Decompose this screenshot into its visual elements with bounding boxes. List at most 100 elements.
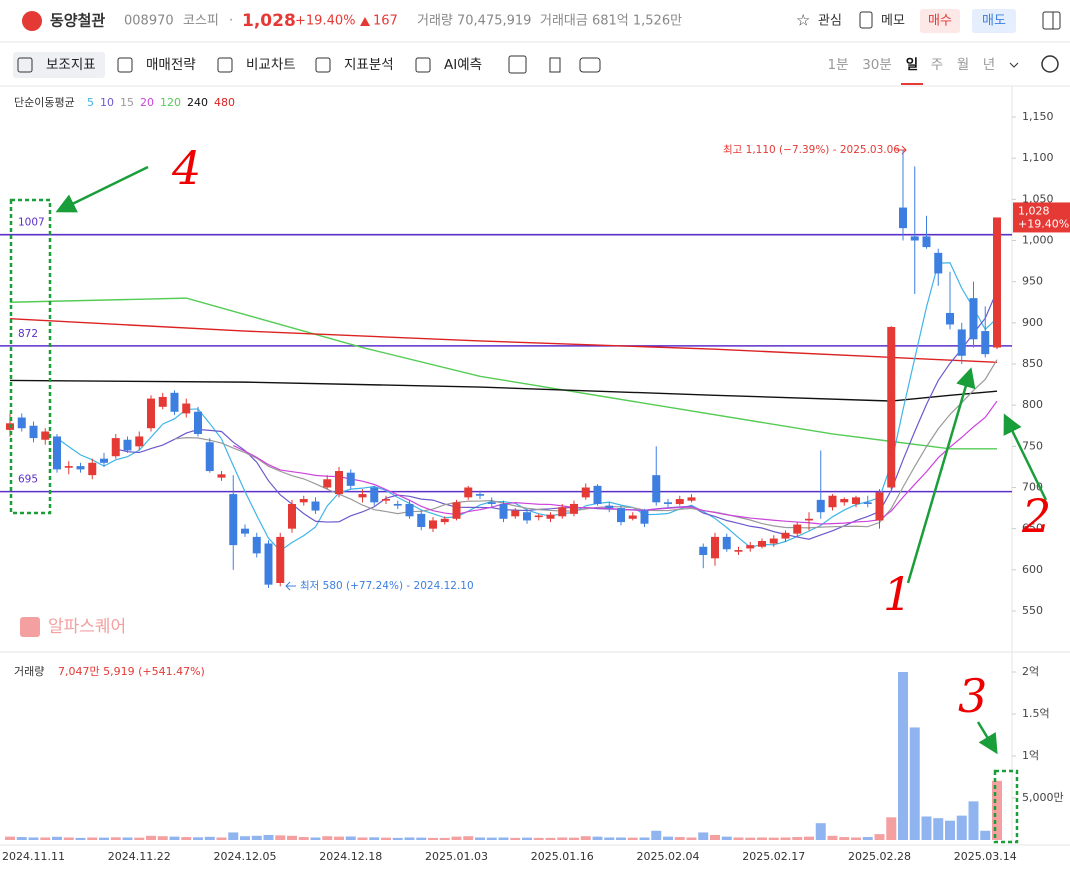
volume-bar bbox=[522, 837, 532, 840]
candle-icon[interactable] bbox=[549, 57, 561, 73]
buy[interactable]: 매수 bbox=[928, 14, 952, 29]
candle-body bbox=[182, 403, 191, 414]
x-tick-label: 2025.02.04 bbox=[637, 850, 700, 863]
candle-body bbox=[840, 499, 849, 503]
candle-body bbox=[417, 513, 426, 528]
volume-bar bbox=[945, 820, 955, 840]
y-tick-label: 1,150 bbox=[1022, 110, 1054, 123]
hand-note: 4 bbox=[171, 141, 201, 195]
sell-button[interactable] bbox=[972, 9, 1016, 33]
volume-bar bbox=[334, 836, 344, 840]
volume-bar bbox=[992, 780, 1002, 840]
active-tool bbox=[13, 52, 105, 78]
volume-bar bbox=[99, 837, 109, 840]
price: 1,028 bbox=[242, 11, 296, 31]
candle-body bbox=[264, 543, 273, 585]
candle-body bbox=[946, 312, 954, 325]
candle-body bbox=[452, 502, 461, 519]
candle-body bbox=[276, 536, 285, 584]
candle-body bbox=[147, 398, 155, 429]
period[interactable]: 일 bbox=[906, 57, 918, 73]
chevron[interactable] bbox=[1009, 62, 1019, 68]
volume-bar bbox=[310, 837, 321, 840]
volume-bar bbox=[768, 837, 779, 840]
candle-body bbox=[429, 520, 437, 529]
candle-body bbox=[358, 494, 367, 498]
volume-bar bbox=[698, 832, 709, 840]
x-tick-label: 2024.12.05 bbox=[214, 850, 277, 863]
volume-bar bbox=[980, 830, 991, 840]
tool-icon[interactable] bbox=[217, 57, 233, 73]
settings-icon[interactable] bbox=[1041, 55, 1059, 73]
tool[interactable]: 지표분석 bbox=[344, 57, 394, 73]
candle-body bbox=[664, 502, 672, 504]
volume-bar bbox=[968, 801, 979, 840]
volume-bar bbox=[240, 836, 250, 840]
watch[interactable]: 관심 bbox=[818, 14, 842, 29]
period[interactable]: 월 bbox=[957, 57, 969, 73]
candle-body bbox=[570, 503, 578, 514]
candle-body bbox=[605, 505, 614, 509]
ma-line bbox=[9, 379, 998, 402]
box-icon[interactable] bbox=[508, 55, 527, 74]
sell[interactable]: 매도 bbox=[982, 14, 1006, 29]
y-tick-label: 1,100 bbox=[1022, 151, 1054, 164]
camera-icon[interactable] bbox=[579, 57, 601, 73]
level-label: 872 bbox=[18, 328, 38, 340]
period[interactable]: 30분 bbox=[862, 57, 892, 73]
volume-bar bbox=[921, 816, 932, 840]
candle-body bbox=[746, 545, 755, 549]
y-tick-label: 1,050 bbox=[1022, 192, 1054, 205]
tool[interactable]: 매매전략 bbox=[146, 57, 196, 73]
candle-body bbox=[299, 499, 308, 503]
candle-body bbox=[934, 252, 943, 274]
tool[interactable]: 보조지표 bbox=[46, 57, 96, 73]
volume-title: 거래량 bbox=[14, 665, 44, 678]
tool-icon[interactable] bbox=[117, 57, 133, 73]
volume-bar bbox=[157, 836, 168, 840]
tool-icon[interactable] bbox=[315, 57, 331, 73]
candle-body bbox=[170, 392, 179, 412]
volume-bar bbox=[956, 815, 967, 840]
candle-body bbox=[711, 536, 719, 559]
candle-body bbox=[816, 499, 825, 513]
period[interactable]: 년 bbox=[983, 57, 995, 73]
volume-bar bbox=[428, 837, 438, 840]
hand-note: 1 bbox=[883, 567, 912, 621]
volume-bar bbox=[322, 836, 333, 840]
ma-line bbox=[174, 359, 998, 529]
volume-bar bbox=[498, 837, 509, 840]
tool-icon[interactable] bbox=[415, 57, 431, 73]
panel-icon[interactable] bbox=[1042, 11, 1061, 30]
volume-bar bbox=[721, 836, 732, 840]
y-tick-label: 1,000 bbox=[1022, 234, 1054, 247]
period[interactable]: 1분 bbox=[827, 57, 848, 73]
candle-body bbox=[581, 487, 590, 498]
candle-body bbox=[957, 329, 966, 356]
volume-bar bbox=[815, 823, 826, 840]
candle-body bbox=[217, 474, 226, 478]
highlight-box bbox=[993, 769, 1019, 844]
buy-button[interactable] bbox=[920, 9, 960, 33]
y-tick-label: 850 bbox=[1022, 357, 1043, 370]
tool-icon[interactable] bbox=[17, 57, 33, 73]
volume-info: 7,047만 5,919 (+541.47%) bbox=[58, 665, 205, 678]
level-label: 695 bbox=[18, 474, 38, 486]
volume-bar bbox=[627, 837, 638, 840]
tool[interactable]: AI예측 bbox=[444, 57, 482, 73]
level-label: 1007 bbox=[18, 217, 45, 229]
candle-body bbox=[617, 508, 625, 523]
candle-body bbox=[323, 479, 332, 488]
candle-body bbox=[734, 550, 743, 552]
period[interactable]: 주 bbox=[931, 57, 943, 73]
candle-body bbox=[887, 326, 896, 488]
candle-body bbox=[805, 518, 813, 521]
change: +19.40% bbox=[295, 14, 355, 29]
x-tick-label: 2025.01.16 bbox=[531, 850, 594, 863]
tool[interactable]: 비교차트 bbox=[246, 57, 296, 73]
memo[interactable]: 메모 bbox=[881, 14, 905, 29]
volume-bar bbox=[862, 837, 873, 840]
volume-bar bbox=[651, 830, 662, 840]
candle-body bbox=[252, 536, 261, 554]
candle-body bbox=[558, 507, 567, 517]
